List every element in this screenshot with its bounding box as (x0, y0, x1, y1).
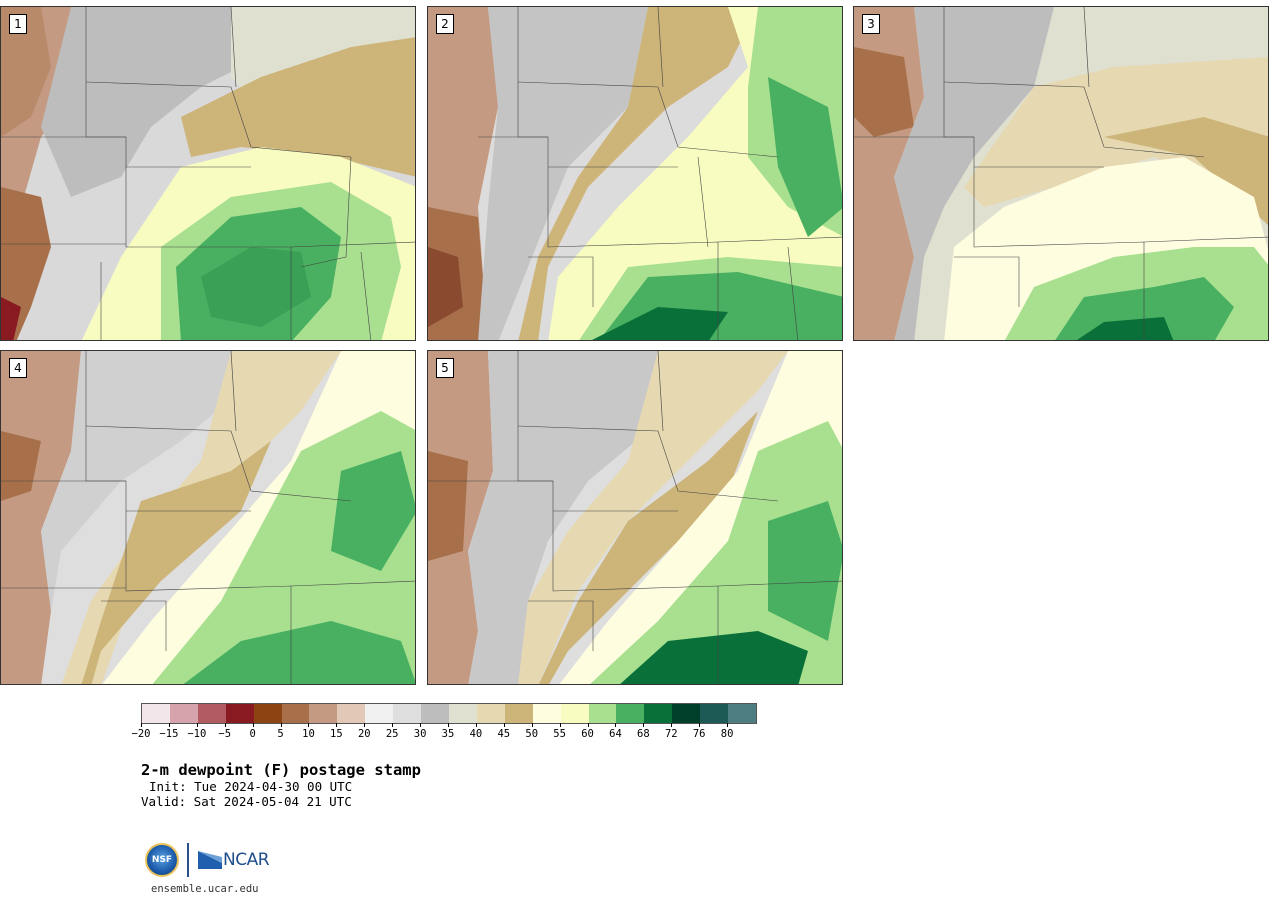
site-url: ensemble.ucar.edu (151, 883, 259, 895)
colorbar-tick (671, 723, 673, 727)
colorbar-swatch (672, 704, 701, 723)
colorbar-swatch (337, 704, 366, 723)
colorbar-swatch (728, 704, 756, 723)
colorbar-swatch (253, 704, 282, 723)
colorbar-tick (531, 723, 533, 727)
colorbar-tick (252, 723, 254, 727)
colorbar-swatch (532, 704, 561, 723)
colorbar-tick-label: 5 (277, 728, 284, 740)
colorbar-tick (168, 723, 170, 727)
map-panel-1: 1 (0, 6, 416, 341)
colorbar-tick (364, 723, 366, 727)
colorbar-tick (559, 723, 561, 727)
init-time: Init: Tue 2024-04-30 00 UTC (149, 779, 353, 794)
colorbar-tick (727, 723, 729, 727)
colorbar-tick-label: 10 (302, 728, 315, 740)
colorbar-swatch (225, 704, 254, 723)
nsf-logo-icon: NSF (145, 843, 179, 877)
colorbar-tick-label: −20 (131, 728, 151, 740)
panel-number-5: 5 (436, 358, 454, 378)
colorbar-tick-label: 20 (357, 728, 371, 740)
dewpoint-map-2 (428, 7, 842, 340)
colorbar-tick-label: 72 (664, 728, 678, 740)
dewpoint-map-5 (428, 351, 842, 684)
colorbar-tick (196, 723, 198, 727)
colorbar-swatch (142, 704, 170, 723)
colorbar-swatch (588, 704, 617, 723)
dewpoint-map-4 (1, 351, 415, 684)
colorbar-tick-label: 45 (497, 728, 511, 740)
panel-number-4: 4 (9, 358, 27, 378)
panel-number-1: 1 (9, 14, 27, 34)
colorbar-tick-label: 0 (249, 728, 256, 740)
logo-divider (187, 843, 189, 877)
colorbar-tick-label: −5 (218, 728, 232, 740)
colorbar-tick (224, 723, 226, 727)
ncar-mark-icon (198, 851, 222, 869)
map-panel-2: 2 (427, 6, 843, 341)
colorbar-tick-label: −10 (187, 728, 207, 740)
colorbar-tick-label: 60 (581, 728, 594, 740)
colorbar-swatch (393, 704, 422, 723)
colorbar-tick-label: 35 (441, 728, 455, 740)
colorbar-tick (308, 723, 310, 727)
colorbar-tick-label: 76 (692, 728, 706, 740)
colorbar-tick (503, 723, 505, 727)
colorbar-ticks: −20 −15 −10 −5 0 5 10 15 20 25 30 35 40 45 50 55 60 64 68 7… (132, 723, 755, 743)
plot-title: 2-m dewpoint (F) postage stamp (141, 761, 421, 779)
colorbar-tick (280, 723, 282, 727)
ncar-logo: NCAR (198, 850, 270, 870)
colorbar-swatch (169, 704, 198, 723)
colorbar-tick-label: 40 (469, 728, 483, 740)
map-panel-5: 5 (427, 350, 843, 685)
colorbar-tick-label: 25 (385, 728, 399, 740)
colorbar-swatch (365, 704, 394, 723)
colorbar-tick (448, 723, 449, 727)
colorbar-tick-label: 64 (609, 728, 622, 740)
colorbar-tick (141, 723, 142, 727)
colorbar-swatch (700, 704, 729, 723)
colorbar-swatch (560, 704, 589, 723)
dewpoint-map-1 (1, 7, 415, 340)
panel-number-3: 3 (862, 14, 880, 34)
colorbar-tick (392, 723, 394, 727)
colorbar-swatch (476, 704, 505, 723)
map-panel-4: 4 (0, 350, 416, 685)
colorbar-tick (420, 723, 422, 727)
colorbar-swatch (197, 704, 226, 723)
colorbar-tick (587, 723, 589, 727)
colorbar-swatch (448, 704, 477, 723)
colorbar-swatch (421, 704, 449, 723)
colorbar-tick (475, 723, 477, 727)
dewpoint-map-3 (854, 7, 1268, 340)
colorbar-tick (615, 723, 617, 727)
colorbar-swatch (616, 704, 645, 723)
colorbar-tick (336, 723, 338, 727)
colorbar-tick-label: 68 (637, 728, 650, 740)
valid-time: Valid: Sat 2024-05-04 21 UTC (141, 794, 352, 809)
colorbar-tick-label: 30 (413, 728, 427, 740)
colorbar-swatch (281, 704, 310, 723)
colorbar-tick-label: 15 (330, 728, 343, 740)
colorbar (141, 703, 757, 724)
colorbar-swatch (309, 704, 338, 723)
colorbar-swatch (504, 704, 533, 723)
colorbar-tick (699, 723, 701, 727)
colorbar-tick-label: 55 (553, 728, 566, 740)
colorbar-tick-label: 80 (720, 728, 734, 740)
colorbar-tick-label: −15 (159, 728, 179, 740)
colorbar-tick-label: 50 (525, 728, 539, 740)
panel-number-2: 2 (436, 14, 454, 34)
colorbar-swatch (644, 704, 673, 723)
colorbar-tick (643, 723, 645, 727)
ncar-logo-text: NCAR (223, 850, 270, 870)
map-panel-3: 3 (853, 6, 1269, 341)
